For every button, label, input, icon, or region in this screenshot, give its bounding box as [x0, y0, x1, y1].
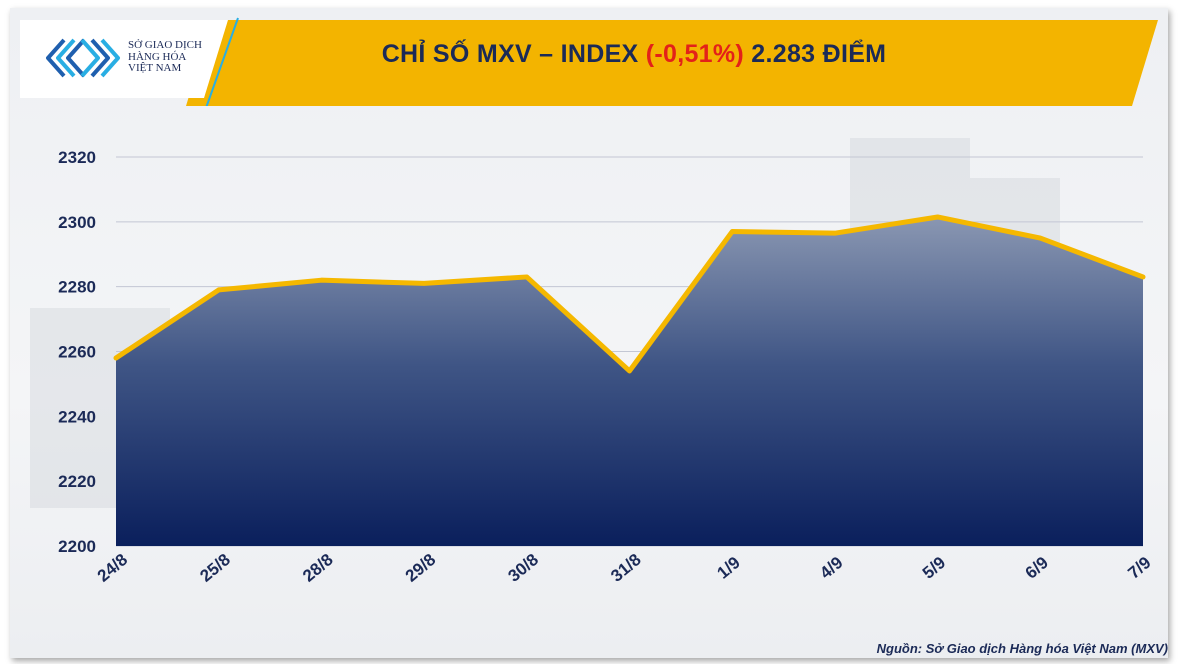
mxv-logo: SỞ GIAO DỊCH HÀNG HÓA VIỆT NAM [18, 18, 214, 92]
x-tick-label: 7/9 [1124, 553, 1154, 583]
y-tick-label: 2220 [58, 472, 96, 491]
x-tick-label: 4/9 [816, 553, 846, 583]
title-change-percent: (-0,51%) [645, 40, 745, 68]
y-tick-label: 2240 [58, 407, 96, 426]
x-tick-label: 6/9 [1022, 553, 1052, 583]
logo-wordmark: SỞ GIAO DỊCH HÀNG HÓA VIỆT NAM [128, 39, 202, 74]
logo-chevrons-icon [46, 38, 120, 78]
title-banner: CHỈ SỐ MXV – INDEX (-0,51%) 2.283 ĐIỂM [12, 14, 1158, 106]
source-note: Nguồn: Sở Giao dịch Hàng hóa Việt Nam (M… [876, 641, 1168, 656]
page-title: CHỈ SỐ MXV – INDEX (-0,51%) 2.283 ĐIỂM [381, 40, 887, 68]
x-tick-label: 30/8 [504, 550, 542, 586]
x-tick-label: 31/8 [607, 550, 645, 586]
series-line [113, 214, 1146, 374]
y-tick-label: 2260 [58, 343, 96, 362]
y-tick-label: 2320 [58, 148, 96, 167]
banner-shape [20, 17, 1158, 106]
x-tick-label: 25/8 [196, 550, 234, 586]
y-tick-label: 2200 [58, 537, 96, 556]
area-fill [116, 216, 1143, 547]
x-tick-label: 24/8 [94, 550, 132, 586]
x-tick-label: 5/9 [919, 553, 949, 583]
y-tick-label: 2300 [58, 213, 96, 232]
x-tick-label: 28/8 [299, 550, 337, 586]
x-tick-label: 29/8 [402, 550, 440, 586]
x-tick-label: 1/9 [714, 553, 744, 583]
y-tick-label: 2280 [58, 278, 96, 297]
